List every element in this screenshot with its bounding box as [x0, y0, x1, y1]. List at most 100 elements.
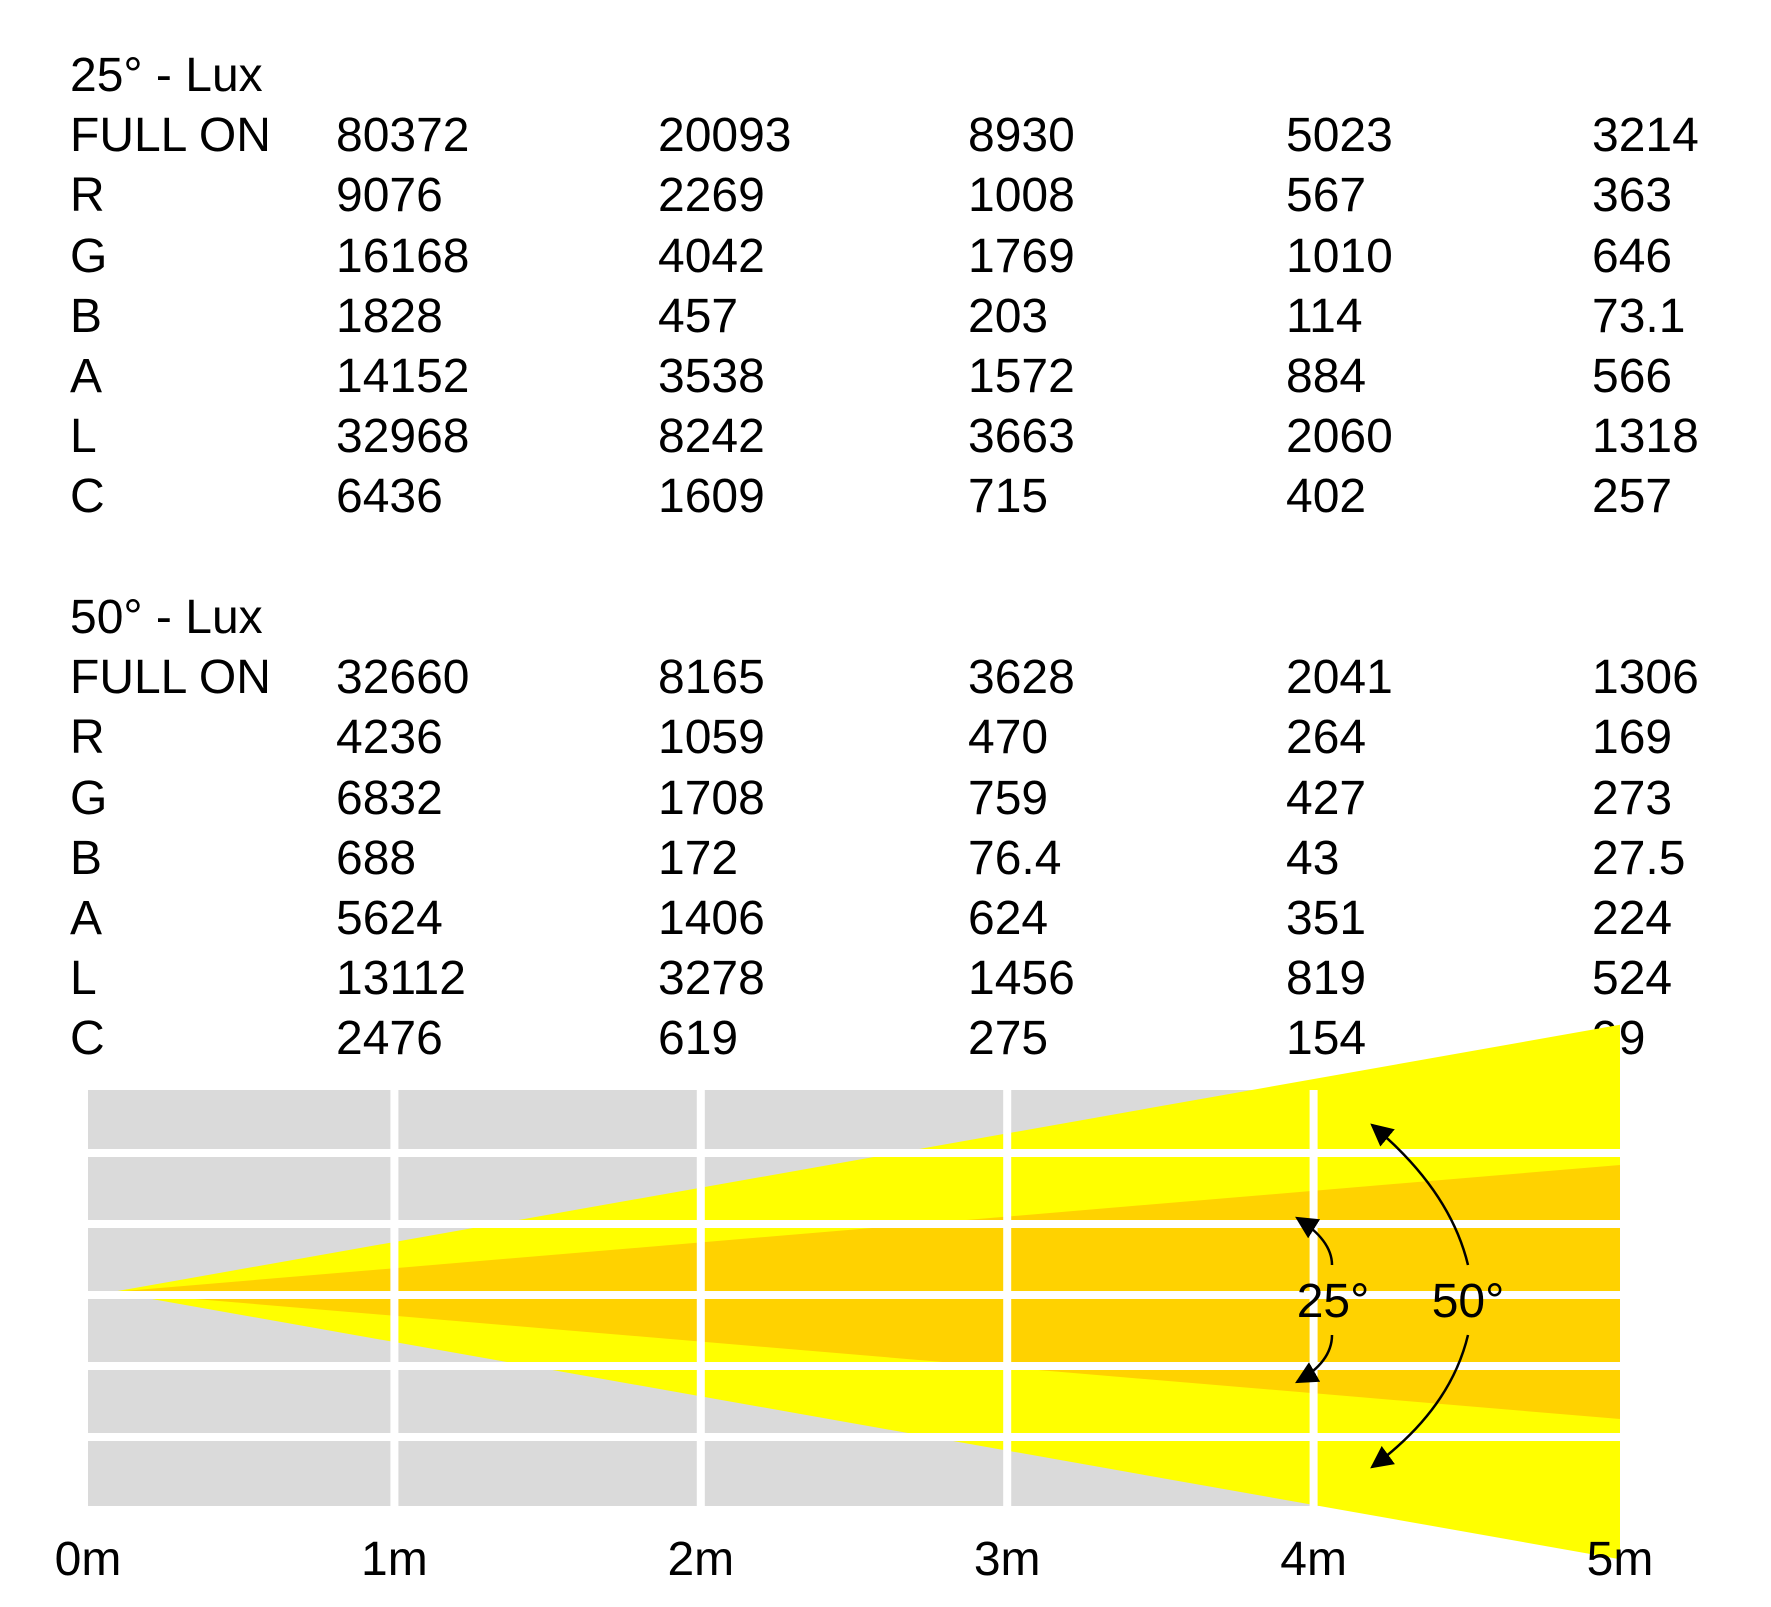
angle-arrow — [1370, 1123, 1470, 1266]
row-label: R — [70, 711, 105, 765]
table-cell: 1828 — [336, 289, 443, 343]
table-cell: 169 — [1592, 711, 1673, 765]
table-cell: 3214 — [1592, 109, 1699, 163]
beam-angle-label: 50° — [1432, 1275, 1505, 1328]
table-cell: 14152 — [336, 350, 470, 403]
table-cell: 4042 — [658, 229, 765, 283]
table-cell: 5624 — [336, 892, 443, 945]
table-cell: 13112 — [336, 952, 466, 1006]
table-cell: 76.4 — [968, 831, 1062, 885]
angle-arrow — [1295, 1334, 1334, 1384]
table-cell: 9076 — [336, 169, 443, 223]
grid-line — [88, 1149, 1620, 1157]
row-label: G — [70, 229, 108, 283]
table-cell: 1318 — [1592, 410, 1699, 464]
grid-line — [696, 1090, 705, 1506]
angle-arrow — [1370, 1334, 1470, 1469]
table-title: 25° - Lux — [70, 49, 263, 102]
row-label: C — [70, 1012, 105, 1066]
table-cell: 1406 — [658, 892, 765, 945]
grid-line — [88, 1433, 1620, 1441]
grid-line — [88, 1291, 1620, 1299]
table-cell: 6436 — [336, 470, 443, 524]
table-cell: 1456 — [968, 952, 1075, 1006]
row-label: A — [70, 892, 103, 945]
grid-line — [88, 1362, 1620, 1370]
table-cell: 566 — [1592, 350, 1673, 403]
grid-line — [1003, 1090, 1012, 1506]
table-cell: 8165 — [658, 651, 765, 705]
row-label: B — [70, 289, 103, 343]
table-cell: 6832 — [336, 771, 443, 825]
row-label: G — [70, 771, 108, 825]
table-cell: 1572 — [968, 350, 1075, 403]
table-cell: 819 — [1286, 952, 1367, 1006]
row-label: B — [70, 831, 103, 885]
table-cell: 567 — [1286, 169, 1367, 223]
beam-angle-label: 25° — [1297, 1275, 1370, 1328]
x-tick-label: 4m — [1280, 1533, 1347, 1586]
table-cell: 32660 — [336, 651, 470, 705]
table-cell: 1609 — [658, 470, 765, 524]
row-label: C — [70, 470, 105, 524]
table-cell: 470 — [968, 711, 1049, 765]
table-cell: 715 — [968, 470, 1049, 524]
table-cell: 524 — [1592, 952, 1673, 1006]
row-label: L — [70, 952, 97, 1006]
table-cell: 402 — [1286, 470, 1367, 524]
table-title: 50° - Lux — [70, 591, 263, 644]
table-cell: 8242 — [658, 410, 765, 464]
grid-line — [390, 1090, 399, 1506]
table-cell: 363 — [1592, 169, 1673, 223]
table-cell: 1306 — [1592, 651, 1699, 705]
table-cell: 3278 — [658, 952, 765, 1006]
grid-line — [88, 1220, 1620, 1228]
x-tick-label: 3m — [974, 1533, 1041, 1586]
table-cell: 43 — [1286, 831, 1340, 885]
table-cell: 5023 — [1286, 109, 1393, 163]
table-cell: 1059 — [658, 711, 765, 765]
table-cell: 1708 — [658, 771, 765, 825]
x-tick-label: 2m — [667, 1533, 734, 1586]
table-cell: 2476 — [336, 1012, 443, 1066]
table-cell: 172 — [658, 831, 739, 885]
table-cell: 3663 — [968, 410, 1075, 464]
table-cell: 427 — [1286, 771, 1367, 825]
table-cell: 619 — [658, 1012, 739, 1066]
row-label: FULL ON — [70, 651, 271, 705]
table-cell: 257 — [1592, 470, 1673, 524]
table-cell: 2060 — [1286, 410, 1393, 464]
angle-arrow — [1295, 1216, 1334, 1266]
x-tick-label: 0m — [55, 1533, 122, 1586]
table-cell: 8930 — [968, 109, 1075, 163]
table-cell: 273 — [1592, 771, 1673, 825]
table-cell: 275 — [968, 1012, 1049, 1066]
table-cell: 1010 — [1286, 229, 1393, 283]
table-cell: 203 — [968, 289, 1049, 343]
row-label: A — [70, 350, 103, 403]
table-cell: 20093 — [658, 109, 792, 163]
table-cell: 16168 — [336, 229, 470, 283]
table-cell: 1769 — [968, 229, 1075, 283]
table-cell: 2269 — [658, 169, 765, 223]
table-cell: 224 — [1592, 892, 1673, 945]
grid-line — [1309, 1090, 1318, 1506]
table-cell: 114 — [1286, 289, 1363, 343]
row-label: L — [70, 410, 97, 464]
table-cell: 4236 — [336, 711, 443, 765]
x-tick-label: 5m — [1587, 1533, 1654, 1586]
table-cell: 73.1 — [1592, 289, 1686, 343]
table-cell: 2041 — [1286, 651, 1393, 705]
table-cell: 32968 — [336, 410, 470, 464]
table-cell: 154 — [1286, 1012, 1367, 1066]
table-cell: 264 — [1286, 711, 1367, 765]
table-cell: 646 — [1592, 229, 1673, 283]
table-cell: 351 — [1286, 892, 1367, 945]
table-cell: 624 — [968, 892, 1049, 945]
table-cell: 884 — [1286, 350, 1367, 403]
table-cell: 3628 — [968, 651, 1075, 705]
row-label: R — [70, 169, 105, 223]
table-cell: 1008 — [968, 169, 1075, 223]
table-cell: 27.5 — [1592, 831, 1686, 885]
